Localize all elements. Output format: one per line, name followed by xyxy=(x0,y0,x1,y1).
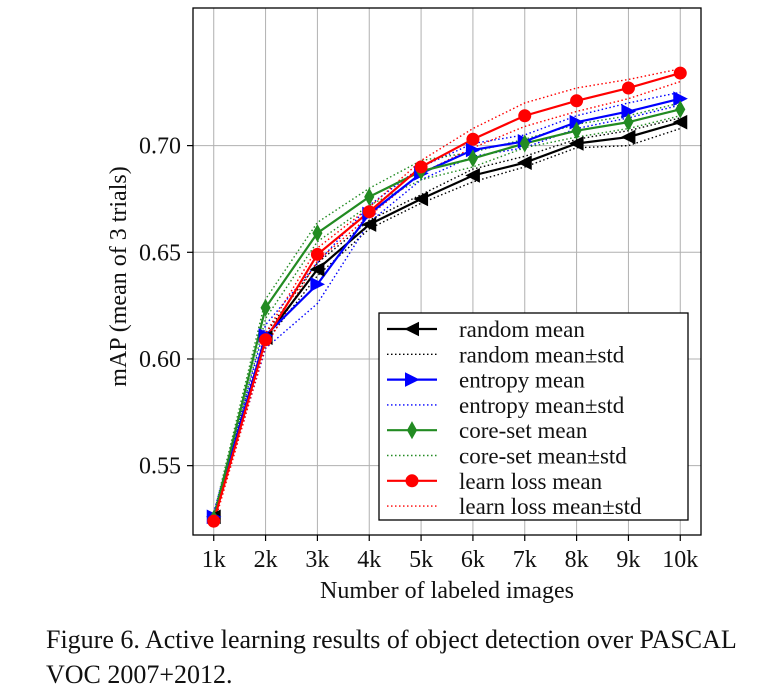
legend-marker xyxy=(405,474,419,488)
data-point xyxy=(413,191,429,207)
series-line xyxy=(212,72,681,522)
legend-box xyxy=(378,312,689,521)
legend-label: entropy mean xyxy=(459,368,585,393)
data-point xyxy=(362,205,376,219)
chart: 1k 2k 3k 4k 5k 6k 7k 8k 9k 10k 0.55 0.60 0.65 0.70 Nu… xyxy=(106,7,702,604)
data-point xyxy=(672,114,688,130)
legend-label: learn loss mean±std xyxy=(459,494,642,519)
legend-label: core-set mean±std xyxy=(459,444,627,469)
data-point xyxy=(310,276,326,292)
legend-marker xyxy=(405,372,420,387)
data-point xyxy=(467,149,478,168)
x-tick-label: 8k xyxy=(565,547,589,573)
data-point xyxy=(519,134,530,153)
data-point xyxy=(517,155,532,170)
data-point xyxy=(570,94,584,108)
x-axis-label: Number of labeled images xyxy=(320,578,574,604)
data-point xyxy=(466,132,480,146)
series-line xyxy=(212,121,681,518)
y-tick-label: 0.65 xyxy=(139,240,181,266)
x-tick-label: 6k xyxy=(461,547,485,573)
legend-marker xyxy=(406,421,418,440)
std-lower-line xyxy=(213,104,681,522)
data-point xyxy=(364,187,375,206)
legend-label: core-set mean xyxy=(459,418,588,443)
series-lines xyxy=(206,66,688,529)
data-point xyxy=(207,514,221,528)
data-point xyxy=(675,100,686,119)
x-tick-label: 7k xyxy=(513,547,537,573)
std-upper-line xyxy=(213,102,681,515)
data-point xyxy=(621,81,635,95)
x-tick-label: 2k xyxy=(254,547,278,573)
series-line xyxy=(212,108,681,520)
y-axis-label: mAP (mean of 3 trials) xyxy=(106,166,132,386)
data-point xyxy=(260,298,271,317)
y-tick-label: 0.60 xyxy=(139,347,181,373)
std-upper-line xyxy=(213,91,681,513)
data-point xyxy=(518,109,532,123)
data-point xyxy=(310,247,324,261)
data-point xyxy=(309,262,325,277)
std-lower-line xyxy=(213,115,681,524)
data-point xyxy=(571,121,582,140)
legend-label: learn loss mean xyxy=(459,469,603,494)
x-tick-label: 9k xyxy=(616,547,640,573)
x-tick-label: 5k xyxy=(409,547,433,573)
plot-frame xyxy=(192,7,702,536)
x-tick-label: 3k xyxy=(305,547,329,573)
legend-label: entropy mean±std xyxy=(459,393,625,418)
data-point xyxy=(673,66,687,80)
x-tick-label: 1k xyxy=(202,547,226,573)
data-point xyxy=(259,333,273,347)
data-point xyxy=(568,136,584,151)
data-point xyxy=(465,168,480,183)
x-tick-label: 4k xyxy=(357,547,381,573)
grid xyxy=(193,8,701,535)
y-tick-label: 0.70 xyxy=(139,134,181,160)
data-point xyxy=(312,224,323,243)
data-point xyxy=(620,129,636,145)
y-tick-label: 0.55 xyxy=(139,454,181,480)
data-point xyxy=(623,113,634,132)
figure-caption: Figure 6. Active learning results of obj… xyxy=(46,625,736,689)
data-point xyxy=(361,217,377,232)
x-tick-label: 10k xyxy=(662,547,698,573)
std-upper-line xyxy=(213,68,681,518)
data-point xyxy=(414,160,428,174)
legend-label: random mean xyxy=(459,317,585,342)
series-line xyxy=(212,97,681,518)
ticks: 1k 2k 3k 4k 5k 6k 7k 8k 9k 10k 0.55 0.60 0.65 0.70 xyxy=(139,134,698,573)
legend-marker xyxy=(404,321,419,337)
legend-label: random mean±std xyxy=(459,342,625,367)
